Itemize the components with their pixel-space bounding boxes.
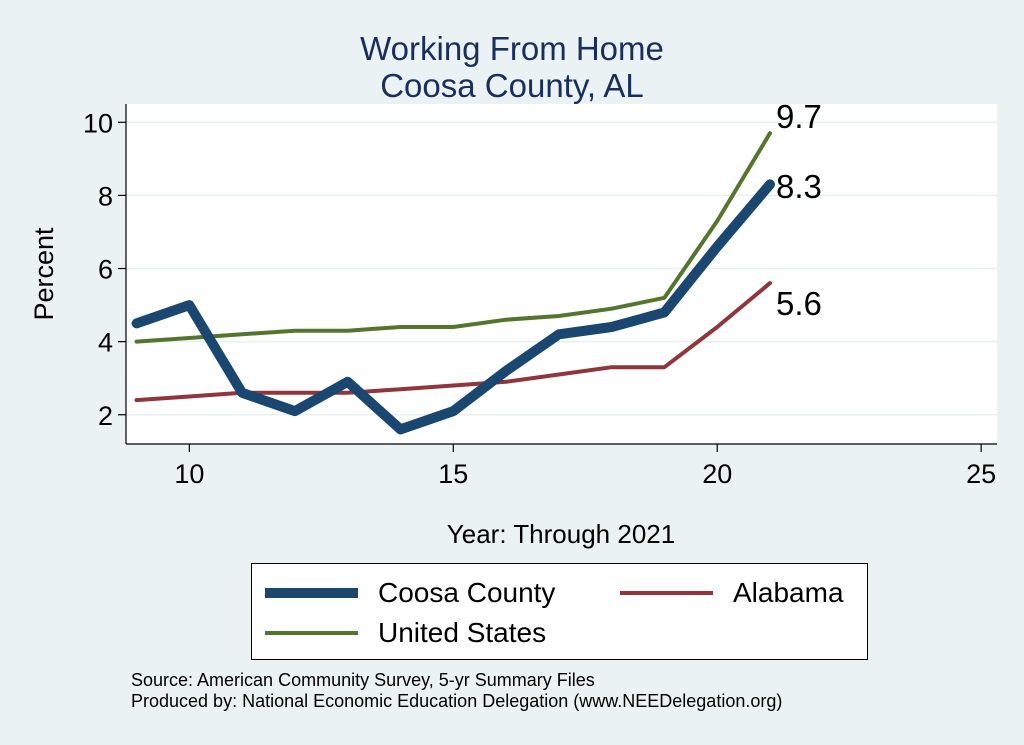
line-chart: 2 4 6 8 10 10 15 20 25 Percent Year: Through 2021 8… xyxy=(29,98,997,549)
end-label-alabama: 5.6 xyxy=(776,285,822,322)
y-tick-label-10: 10 xyxy=(83,108,113,138)
legend-label-alabama: Alabama xyxy=(733,577,844,608)
legend-label-united-states: United States xyxy=(378,617,547,648)
producer-note: Produced by: National Economic Education… xyxy=(131,691,783,711)
plot-area xyxy=(126,104,997,444)
x-tick-label-25: 25 xyxy=(966,459,996,489)
legend-item-united-states: United States xyxy=(265,615,546,651)
end-label-united-states: 9.7 xyxy=(776,98,822,135)
legend-swatch-alabama xyxy=(620,591,713,595)
legend-label-coosa-county: Coosa County xyxy=(378,577,556,608)
x-tick-label-10: 10 xyxy=(174,459,204,489)
x-tick-label-15: 15 xyxy=(438,459,468,489)
source-note: Source: American Community Survey, 5-yr … xyxy=(131,670,595,690)
chart-subtitle: Coosa County, AL xyxy=(380,67,644,104)
y-tick-label-2: 2 xyxy=(98,401,113,431)
y-tick-label-4: 4 xyxy=(98,328,113,358)
x-axis-label: Year: Through 2021 xyxy=(447,519,675,549)
y-tick-label-6: 6 xyxy=(98,255,113,285)
y-tick-label-8: 8 xyxy=(98,181,113,211)
series-line-coosa-county xyxy=(131,179,775,435)
x-tick-label-20: 20 xyxy=(702,459,732,489)
end-label-coosa-county: 8.3 xyxy=(776,168,822,205)
legend-swatch-united-states xyxy=(265,631,358,635)
legend-swatch-coosa-county xyxy=(265,588,358,598)
series-line-united-states xyxy=(134,131,772,344)
y-axis-label: Percent xyxy=(29,227,59,321)
chart-title: Working From Home xyxy=(360,30,664,67)
legend-item-alabama: Alabama xyxy=(620,575,844,611)
legend: Coosa County Alabama United States xyxy=(251,563,868,660)
legend-item-coosa-county: Coosa County xyxy=(265,575,555,611)
